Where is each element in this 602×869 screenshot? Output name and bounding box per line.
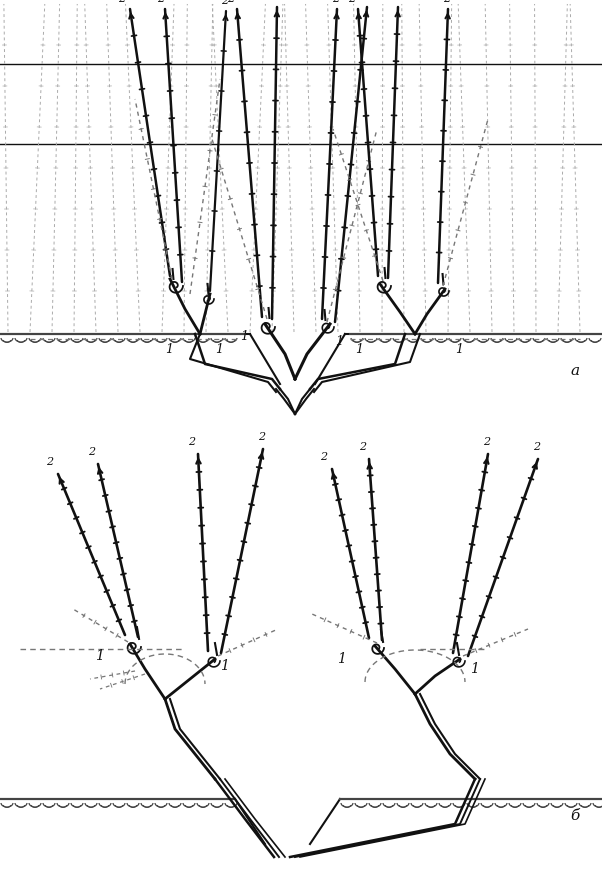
Text: 1: 1 — [220, 658, 229, 673]
Text: 2: 2 — [227, 0, 234, 4]
Text: 2: 2 — [272, 0, 279, 2]
Text: 2: 2 — [118, 0, 125, 4]
Text: 2: 2 — [443, 0, 450, 4]
Text: 2: 2 — [393, 0, 400, 2]
Text: 1: 1 — [355, 342, 363, 355]
Text: 1: 1 — [470, 661, 479, 675]
Text: 2: 2 — [483, 436, 490, 447]
Text: 1: 1 — [337, 651, 346, 666]
Text: 1: 1 — [95, 648, 104, 662]
Text: a: a — [570, 363, 579, 377]
Text: 1: 1 — [215, 342, 223, 355]
Text: 2: 2 — [157, 0, 164, 4]
Text: 2: 2 — [533, 441, 540, 452]
Text: 1: 1 — [240, 329, 248, 342]
Text: 2: 2 — [88, 447, 95, 456]
Text: 2: 2 — [258, 432, 265, 441]
Text: 2: 2 — [320, 452, 327, 461]
Text: 2: 2 — [46, 456, 53, 467]
Text: 2: 2 — [221, 0, 228, 6]
Text: 1: 1 — [335, 335, 343, 348]
Text: 2: 2 — [188, 436, 195, 447]
Text: 2: 2 — [348, 0, 355, 4]
Text: б: б — [570, 808, 579, 822]
Text: 1: 1 — [165, 342, 173, 355]
Text: 2: 2 — [362, 0, 369, 2]
Text: 2: 2 — [332, 0, 339, 4]
Text: 2: 2 — [359, 441, 366, 452]
Text: 1: 1 — [455, 342, 463, 355]
